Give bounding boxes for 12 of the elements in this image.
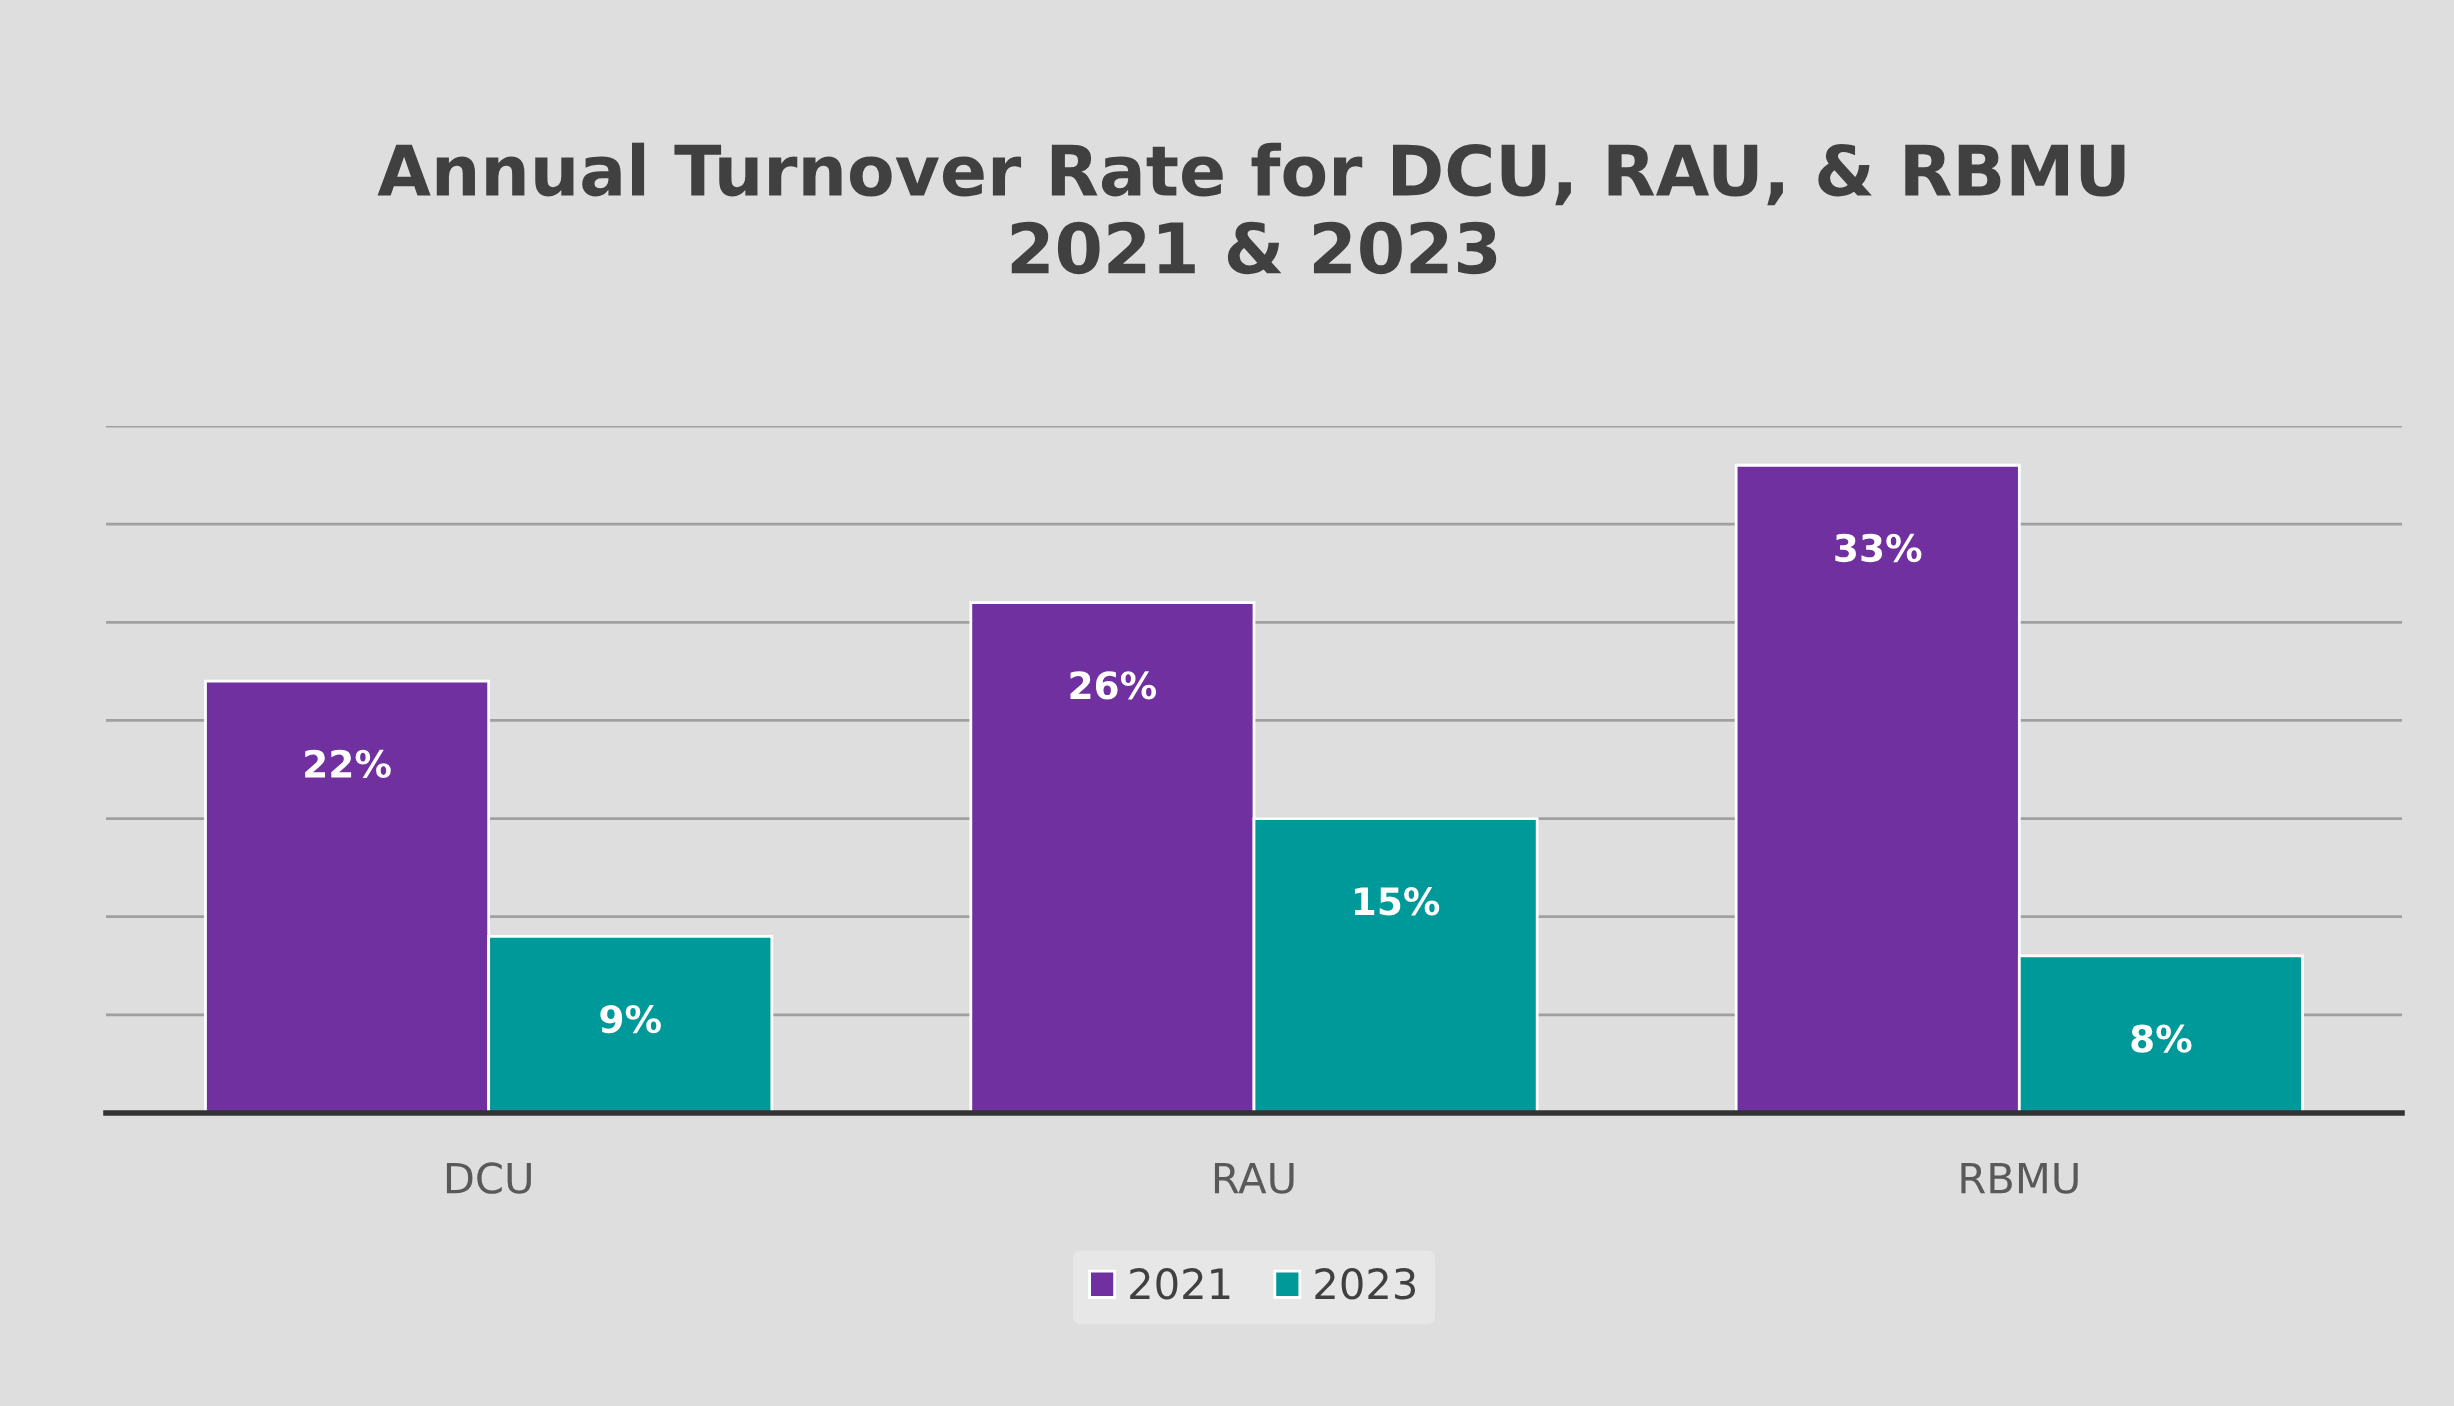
data-label: 33% [1835,533,1922,563]
legend-label: 2021 [1130,1268,1230,1300]
data-label: 8% [2131,1024,2192,1053]
x-tick-label: RBMU [1961,1162,2078,1194]
x-tick-label: DCU [446,1162,531,1194]
chart-title: Annual Turnover Rate for DCU, RAU, & RBMU 2021 & 2023 [377,142,2125,275]
x-tick-label: RAU [1214,1162,1294,1194]
data-label: 22% [305,749,391,779]
legend-label: 2023 [1315,1268,1416,1300]
data-label: 15% [1354,887,1440,916]
data-label: 9% [600,1004,661,1034]
data-label: 26% [1070,671,1157,700]
